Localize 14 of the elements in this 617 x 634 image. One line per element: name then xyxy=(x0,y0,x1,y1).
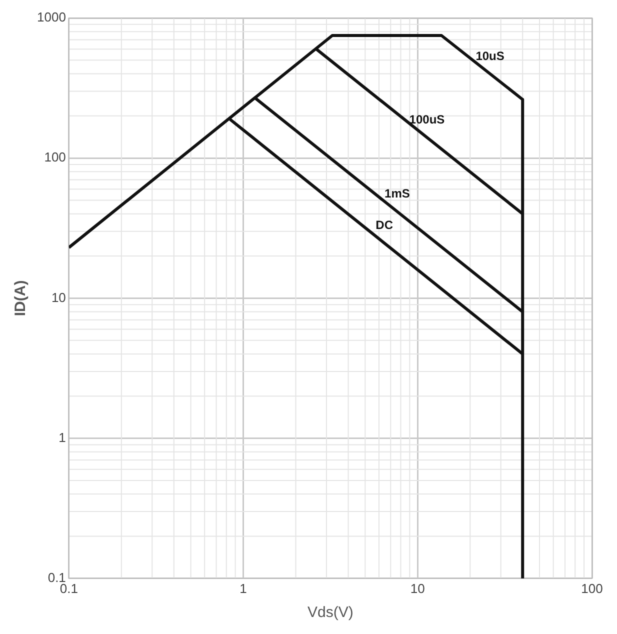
x-tick-label: 100 xyxy=(581,580,603,596)
y-tick-label: 10 xyxy=(51,290,66,305)
y-tick-label: 0.1 xyxy=(48,570,66,585)
series-label: DC xyxy=(376,218,394,232)
x-tick-label: 10 xyxy=(410,580,425,596)
series-label: 1mS xyxy=(384,186,410,200)
x-tick-label: 1 xyxy=(240,580,247,596)
y-tick-label: 1 xyxy=(58,430,66,445)
y-tick-label: 1000 xyxy=(37,10,66,25)
series-label: 10uS xyxy=(476,48,504,63)
y-axis-title: ID(A) xyxy=(12,280,30,316)
x-axis-title: Vds(V) xyxy=(308,604,354,622)
series-label: 100uS xyxy=(409,112,445,126)
y-tick-label: 100 xyxy=(44,150,66,165)
